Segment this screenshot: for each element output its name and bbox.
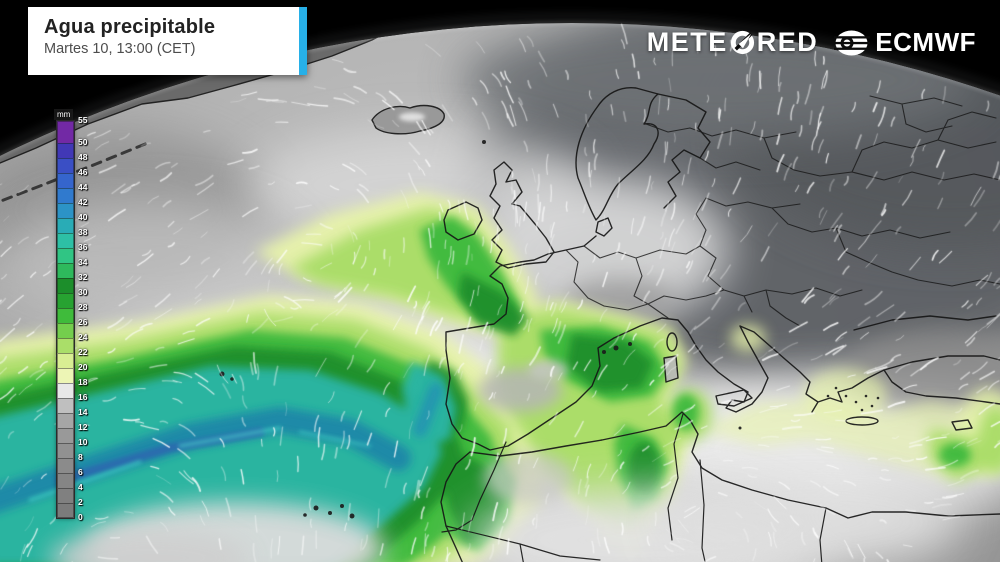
legend-tick: 10 [78, 437, 88, 447]
legend-tick: 14 [78, 407, 88, 417]
ecmwf-logo-text: ECMWF [875, 27, 976, 57]
legend-tick: 48 [78, 152, 88, 162]
legend-color-bar [56, 120, 75, 519]
legend-segment [57, 218, 74, 233]
legend-tick: 26 [78, 317, 88, 327]
legend-segment [57, 488, 74, 503]
legend-segment [57, 473, 74, 488]
legend-segment [57, 143, 74, 158]
legend-tick: 20 [78, 362, 88, 372]
legend-tick: 40 [78, 212, 88, 222]
legend-tick: 6 [78, 467, 83, 477]
legend-tick: 28 [78, 302, 88, 312]
legend-tick: 46 [78, 167, 88, 177]
legend-tick: 32 [78, 272, 88, 282]
legend-segment [57, 203, 74, 218]
legend-tick: 12 [78, 422, 88, 432]
legend-tick: 18 [78, 377, 88, 387]
legend-segment [57, 428, 74, 443]
legend-segment [57, 188, 74, 203]
legend-tick: 34 [78, 257, 88, 267]
map-valid-time: Martes 10, 13:00 (CET) [44, 41, 196, 57]
legend-segment [57, 173, 74, 188]
legend-tick: 30 [78, 287, 88, 297]
title-card: Agua precipitable Martes 10, 13:00 (CET) [28, 7, 307, 75]
legend-segment [57, 383, 74, 398]
branding-bar: METE RED ECMWF [647, 27, 976, 58]
legend-tick: 16 [78, 392, 88, 402]
legend-tick: 44 [78, 182, 88, 192]
legend-segment [57, 248, 74, 263]
meteored-o-icon [730, 30, 754, 55]
legend-tick: 2 [78, 497, 83, 507]
ecmwf-logo-icon [834, 30, 871, 55]
legend-tick: 24 [78, 332, 88, 342]
legend-segment [57, 278, 74, 293]
legend-segment [57, 338, 74, 353]
legend-tick: 50 [78, 137, 88, 147]
legend-tick: 22 [78, 347, 88, 357]
legend-tick: 0 [78, 512, 83, 522]
legend-segment [57, 458, 74, 473]
meteored-logo-text-left: METE [646, 27, 728, 57]
legend-tick: 36 [78, 242, 88, 252]
legend-segment [57, 413, 74, 428]
ecmwf-logo: ECMWF [834, 27, 976, 58]
legend-segment [57, 353, 74, 368]
legend-segment [57, 263, 74, 278]
legend-segment [57, 158, 74, 173]
legend-tick: 38 [78, 227, 88, 237]
legend-segment [57, 323, 74, 338]
legend-segment [57, 398, 74, 413]
meteored-logo: METE RED [647, 27, 819, 58]
card-accent-stripe [299, 7, 307, 75]
legend-tick: 55 [78, 115, 88, 125]
legend-tick: 42 [78, 197, 88, 207]
legend-segment [57, 503, 74, 518]
legend-tick: 4 [78, 482, 83, 492]
map-title: Agua precipitable [44, 16, 216, 38]
legend-segment [57, 233, 74, 248]
legend-tick: 8 [78, 452, 83, 462]
legend-segment [57, 368, 74, 383]
legend-unit-label: mm [54, 109, 74, 120]
legend-segment [57, 308, 74, 323]
meteored-logo-text-right: RED [756, 27, 819, 57]
precipitation-legend: mm 55 50 48 46 44 42 40 38 36 34 32 30 28 26 24 22 20 18 1… [50, 104, 110, 522]
legend-segment [57, 293, 74, 308]
legend-segment [57, 121, 74, 143]
legend-segment [57, 443, 74, 458]
